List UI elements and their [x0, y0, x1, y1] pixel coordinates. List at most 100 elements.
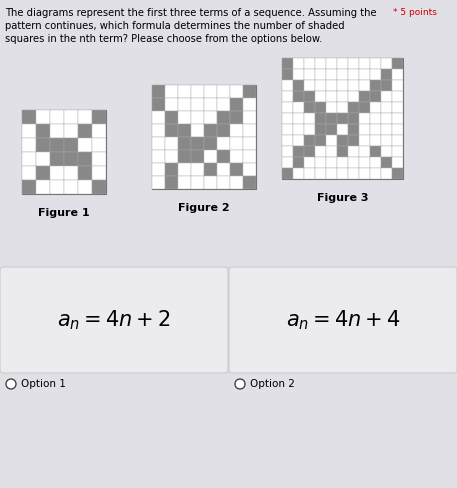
Bar [359, 91, 370, 102]
Bar [191, 176, 204, 189]
Bar [50, 110, 64, 124]
Bar [326, 113, 337, 124]
Bar [152, 98, 165, 111]
Text: squares in the nth term? Please choose from the options below.: squares in the nth term? Please choose f… [5, 34, 322, 44]
Text: $a_n = 4n + 2$: $a_n = 4n + 2$ [57, 308, 171, 332]
Bar [304, 58, 315, 69]
Bar [326, 146, 337, 157]
Bar [165, 124, 178, 137]
Bar [64, 124, 78, 138]
Bar [337, 58, 348, 69]
Bar [359, 69, 370, 80]
Bar [78, 152, 92, 166]
Bar [304, 80, 315, 91]
Bar [178, 150, 191, 163]
Bar [381, 135, 392, 146]
Bar [381, 113, 392, 124]
Bar [78, 124, 92, 138]
Bar [293, 146, 304, 157]
Bar [381, 168, 392, 179]
Bar [359, 80, 370, 91]
Bar [165, 163, 178, 176]
Bar [152, 124, 165, 137]
Text: pattern continues, which formula determines the number of shaded: pattern continues, which formula determi… [5, 21, 345, 31]
Bar [165, 176, 178, 189]
Bar [64, 138, 78, 152]
Bar [304, 69, 315, 80]
FancyBboxPatch shape [0, 267, 228, 373]
Bar [304, 146, 315, 157]
Bar [204, 176, 217, 189]
Bar [381, 157, 392, 168]
Bar [152, 85, 256, 189]
Bar [359, 102, 370, 113]
Bar [282, 91, 293, 102]
Bar [191, 98, 204, 111]
Bar [204, 111, 217, 124]
Bar [381, 69, 392, 80]
Bar [217, 176, 230, 189]
Text: $a_n = 4n + 4$: $a_n = 4n + 4$ [286, 308, 400, 332]
Bar [381, 124, 392, 135]
Bar [78, 138, 92, 152]
Bar [370, 157, 381, 168]
Bar [191, 111, 204, 124]
Bar [282, 113, 293, 124]
Bar [315, 113, 326, 124]
Bar [304, 157, 315, 168]
Bar [204, 85, 217, 98]
Bar [293, 58, 304, 69]
Text: Figure 1: Figure 1 [38, 208, 90, 218]
Bar [337, 80, 348, 91]
Bar [165, 111, 178, 124]
Bar [392, 69, 403, 80]
Bar [381, 146, 392, 157]
Bar [337, 146, 348, 157]
Bar [217, 124, 230, 137]
Bar [348, 113, 359, 124]
Bar [392, 113, 403, 124]
Bar [217, 98, 230, 111]
Bar [78, 166, 92, 180]
Bar [392, 146, 403, 157]
Bar [152, 176, 165, 189]
Bar [370, 168, 381, 179]
Bar [315, 102, 326, 113]
Bar [92, 124, 106, 138]
Bar [293, 135, 304, 146]
Bar [243, 98, 256, 111]
Bar [348, 102, 359, 113]
Bar [304, 124, 315, 135]
Bar [381, 91, 392, 102]
Bar [315, 157, 326, 168]
Bar [304, 168, 315, 179]
Bar [348, 58, 359, 69]
Bar [152, 163, 165, 176]
Bar [36, 152, 50, 166]
Bar [36, 180, 50, 194]
Bar [370, 124, 381, 135]
Bar [392, 58, 403, 69]
Bar [178, 137, 191, 150]
Bar [282, 69, 293, 80]
Bar [36, 138, 50, 152]
Bar [337, 135, 348, 146]
Bar [282, 146, 293, 157]
Bar [92, 138, 106, 152]
Bar [359, 146, 370, 157]
Bar [370, 91, 381, 102]
Bar [152, 111, 165, 124]
Bar [370, 102, 381, 113]
Bar [315, 124, 326, 135]
Bar [315, 80, 326, 91]
Bar [204, 163, 217, 176]
Bar [50, 138, 64, 152]
Bar [326, 80, 337, 91]
Bar [337, 113, 348, 124]
Bar [359, 124, 370, 135]
Bar [230, 111, 243, 124]
Bar [337, 102, 348, 113]
Bar [230, 150, 243, 163]
Bar [326, 135, 337, 146]
Bar [243, 150, 256, 163]
